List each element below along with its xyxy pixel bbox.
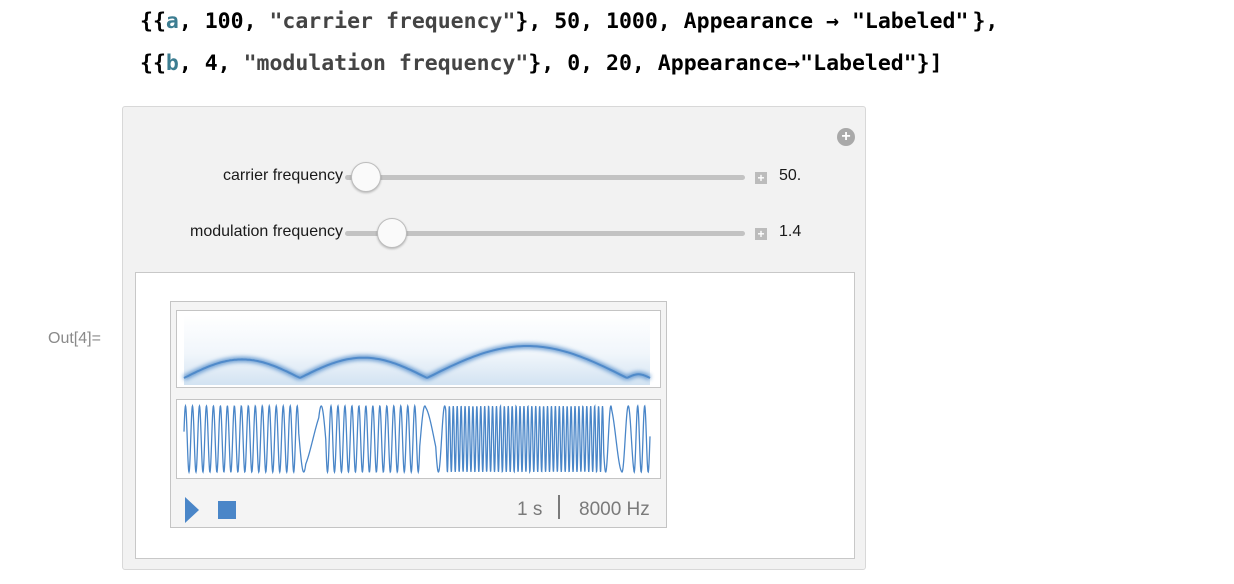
add-options-icon[interactable]: + bbox=[837, 128, 855, 146]
carrier-frequency-expand-icon[interactable]: + bbox=[755, 172, 767, 184]
divider bbox=[558, 495, 560, 519]
spectrogram-graphic bbox=[182, 315, 652, 385]
modulation-frequency-slider-thumb[interactable] bbox=[376, 218, 407, 248]
spectrogram bbox=[176, 310, 661, 388]
code-line-2: {{b, 4, "modulation frequency"}, 0, 20, … bbox=[140, 51, 943, 76]
waveform-graphic bbox=[183, 403, 651, 475]
player-controls: 1 s 8000 Hz bbox=[171, 486, 666, 526]
code-string: "carrier frequency" bbox=[269, 9, 516, 34]
carrier-frequency-value: 50. bbox=[779, 167, 802, 184]
sound-player: 1 s 8000 Hz bbox=[170, 301, 667, 528]
code-text: {{ bbox=[140, 51, 166, 76]
code-string: "modulation frequency" bbox=[243, 51, 529, 76]
waveform bbox=[176, 399, 661, 479]
code-variable-b: b bbox=[165, 51, 179, 76]
carrier-frequency-slider[interactable] bbox=[345, 162, 745, 192]
sample-rate-label: 8000 Hz bbox=[579, 499, 650, 520]
duration-label: 1 s bbox=[517, 499, 543, 520]
code-text: }, bbox=[972, 9, 999, 34]
output-label: Out[4]= bbox=[48, 330, 101, 347]
modulation-frequency-expand-icon[interactable]: + bbox=[755, 228, 767, 240]
code-text: {{ bbox=[140, 9, 166, 34]
play-icon[interactable] bbox=[185, 497, 199, 523]
carrier-frequency-label: carrier frequency bbox=[222, 167, 343, 184]
manipulate-panel: + carrier frequency + 50. modulation fre… bbox=[122, 106, 866, 570]
modulation-frequency-label: modulation frequency bbox=[190, 223, 343, 240]
code-text: }, 50, 1000, Appearance → "Labeled" bbox=[515, 9, 969, 34]
modulation-frequency-value: 1.4 bbox=[779, 223, 802, 240]
stop-icon[interactable] bbox=[218, 501, 236, 519]
code-line-1: {{a, 100, "carrier frequency"}, 50, 1000… bbox=[140, 9, 998, 34]
code-text: , 100, bbox=[178, 9, 270, 34]
carrier-frequency-slider-thumb[interactable] bbox=[351, 162, 381, 192]
code-variable-a: a bbox=[165, 9, 179, 34]
code-text: }, 0, 20, Appearance→"Labeled"}] bbox=[528, 51, 943, 76]
modulation-frequency-slider[interactable] bbox=[345, 218, 745, 248]
output-area: 1 s 8000 Hz bbox=[135, 272, 855, 559]
code-text: , 4, bbox=[178, 51, 244, 76]
